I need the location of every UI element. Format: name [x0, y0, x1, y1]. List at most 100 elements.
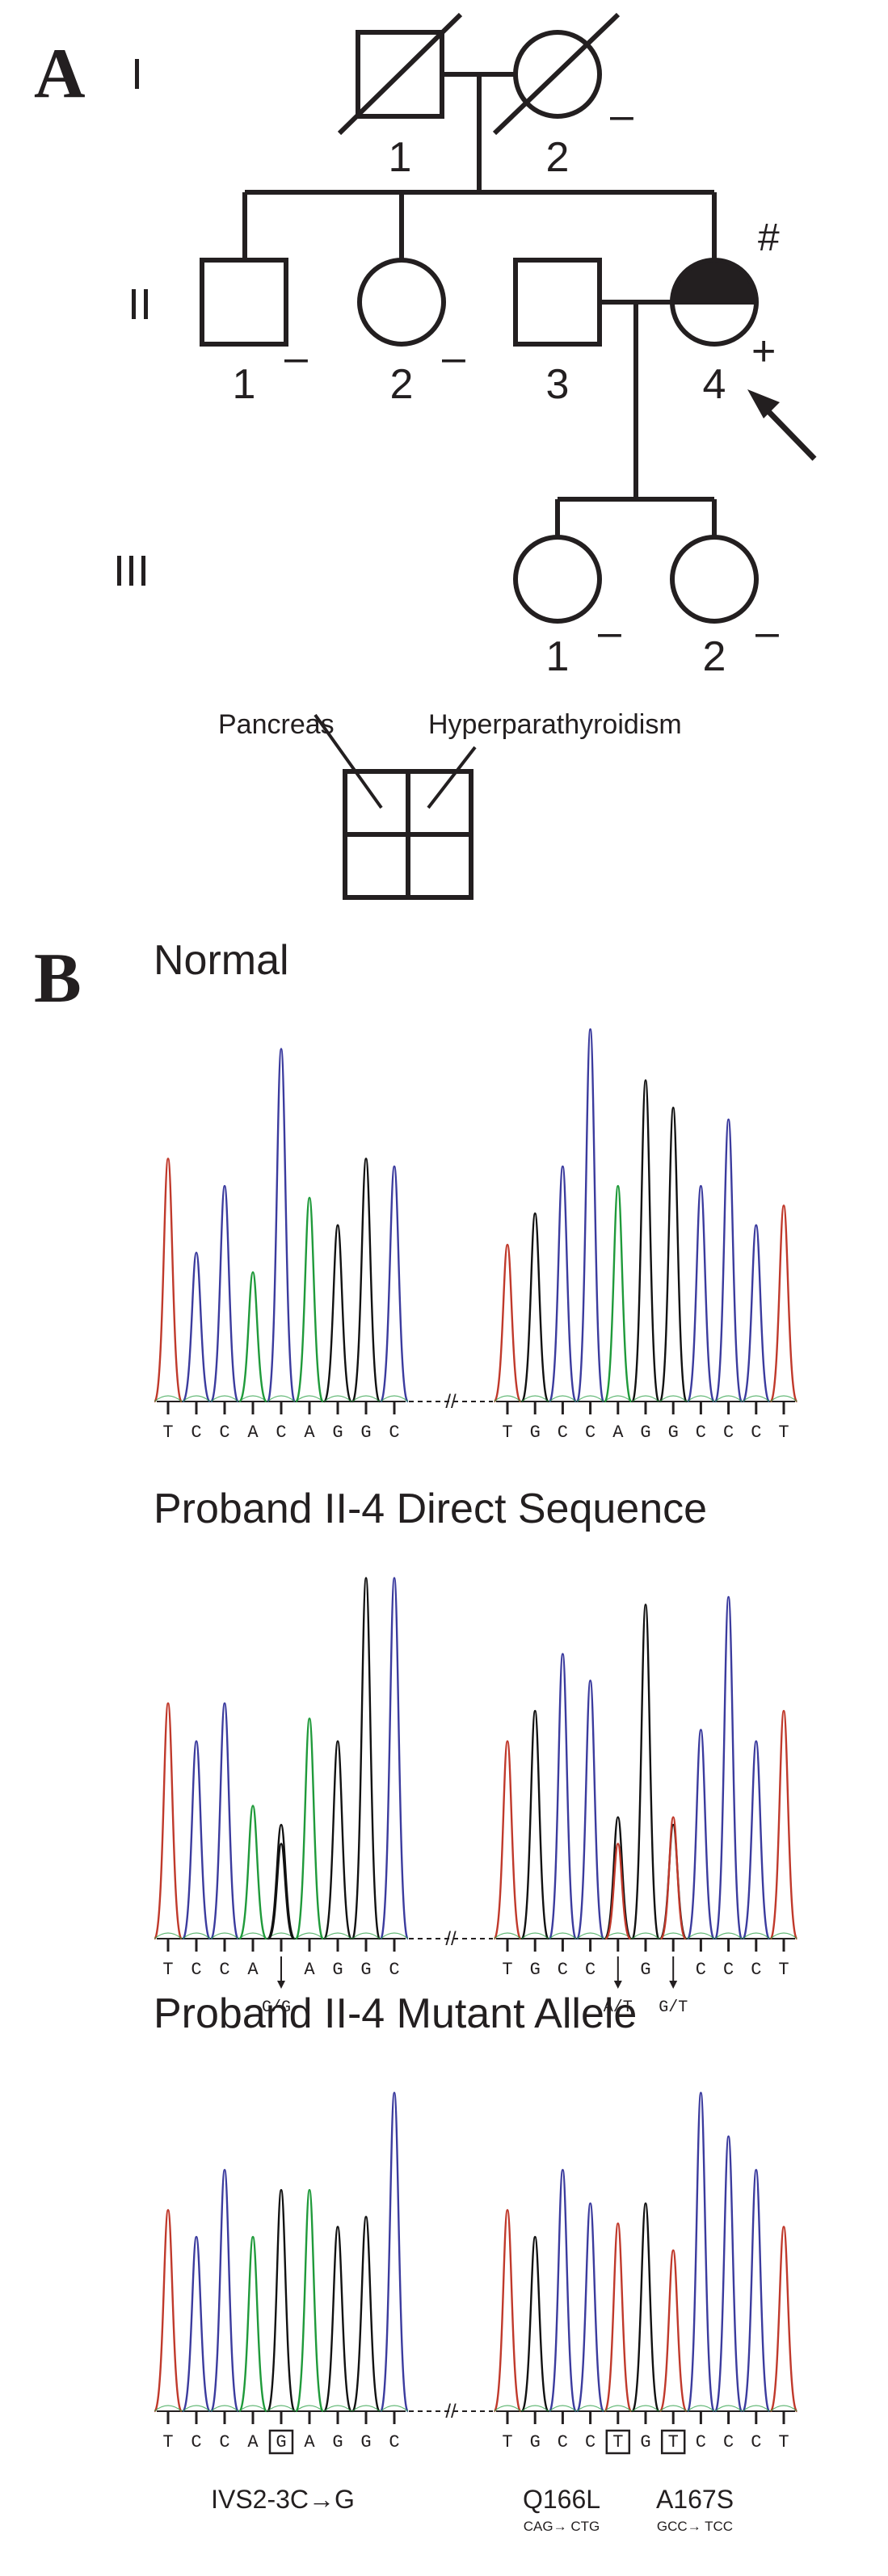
trace-peak: [742, 2168, 771, 2413]
trace-peak: [154, 1702, 183, 1940]
trace-noise: [770, 1932, 798, 1939]
panel-a-pedigree: A I II III: [34, 12, 817, 900]
mutation-box: [268, 2429, 294, 2455]
trace-peak: [686, 2091, 715, 2413]
trace-peak: [714, 1118, 743, 1403]
base-letter: T: [778, 1422, 789, 1443]
base-letter: C: [696, 1422, 706, 1443]
heterozygous-note: C/G: [262, 1998, 291, 2017]
trace-noise: [632, 2405, 659, 2412]
individual-II-3: [513, 258, 602, 347]
trace-noise: [238, 1395, 267, 1402]
id-I-2: 2: [546, 134, 570, 181]
mutation-box: [605, 2429, 631, 2455]
legend-pointer-right: [427, 746, 477, 809]
trace-peak: [323, 1740, 352, 1940]
individual-II-1: [200, 258, 288, 347]
trace-noise: [210, 2405, 239, 2412]
trace-noise: [549, 1395, 577, 1402]
trace-peak: [154, 2208, 183, 2413]
base-letter: G: [360, 1960, 371, 1980]
base-letter: G: [530, 1422, 541, 1443]
trace-peak: [548, 1653, 577, 1940]
arrow-down-icon: [277, 1981, 285, 1989]
base-letter: T: [162, 2432, 173, 2452]
base-letter: C: [219, 2432, 229, 2452]
base-letter: C: [751, 1960, 761, 1980]
base-letter: A: [304, 1422, 315, 1443]
base-letter: C: [723, 2432, 734, 2452]
trace-peak: [210, 1185, 239, 1403]
trace-noise: [604, 1395, 632, 1402]
row-title: Proband II-4 Direct Sequence: [154, 1486, 707, 1532]
base-letter: G: [332, 1422, 343, 1443]
trace-noise: [714, 1932, 743, 1939]
legend-label-pancreas: Pancreas: [218, 709, 335, 740]
base-letter: C: [558, 2432, 568, 2452]
arrow-down-icon: [669, 1981, 678, 1989]
trace-peak: [351, 2216, 381, 2413]
base-letter: C: [219, 1422, 229, 1443]
base-letter: G: [332, 2432, 343, 2452]
gap-symbol: //: [445, 2401, 457, 2423]
base-letter: C: [696, 2432, 706, 2452]
row-title: Normal: [154, 937, 289, 984]
trace-noise: [521, 1932, 549, 1939]
trace-noise: [632, 1395, 659, 1402]
base-letter: T: [162, 1960, 173, 1980]
base-letter: T: [162, 1422, 173, 1443]
id-III-2: 2: [703, 633, 726, 680]
mutation-label: Q166L: [523, 2485, 600, 2514]
base-letter: T: [502, 1960, 512, 1980]
heterozygous-peak: [604, 1843, 632, 1940]
base-letter: C: [276, 1422, 286, 1443]
trace-noise: [632, 1932, 659, 1939]
base-letter: A: [304, 1960, 315, 1980]
base-letter: G: [360, 1422, 371, 1443]
mark-I-2: –: [610, 92, 633, 139]
trace-peak: [238, 2235, 267, 2413]
base-letter: G: [332, 1960, 343, 1980]
trace-noise: [380, 2405, 409, 2412]
trace-peak: [267, 2188, 296, 2413]
trace-noise: [182, 1395, 211, 1402]
trace-noise: [351, 1395, 381, 1402]
trace-peak: [714, 1595, 743, 1940]
trace-peak: [742, 1740, 771, 1940]
trace-noise: [380, 1395, 409, 1402]
trace-peak: [659, 1823, 688, 1940]
mark-II-2: –: [442, 334, 465, 381]
trace-peak: [238, 1271, 267, 1403]
trace-peak: [295, 2188, 324, 2413]
mark-II-4: +: [751, 328, 776, 375]
base-letter: C: [585, 1960, 596, 1980]
base-letter: A: [247, 1422, 259, 1443]
base-letter: T: [612, 2432, 623, 2452]
trace-noise: [770, 1395, 798, 1402]
mutation-box: [660, 2429, 686, 2455]
trace-peak: [742, 1224, 771, 1403]
base-letter: C: [723, 1422, 734, 1443]
trace-noise: [267, 2405, 296, 2412]
trace-peak: [548, 1165, 577, 1403]
trace-noise: [323, 2405, 352, 2412]
trace-peak: [769, 1709, 798, 1940]
trace-noise: [687, 2405, 715, 2412]
mark-II-1: –: [284, 334, 308, 381]
base-letter: C: [219, 1960, 229, 1980]
mutation-codon: CAG→ CTG: [524, 2519, 600, 2534]
gap-symbol: //: [445, 1928, 457, 1950]
trace-noise: [494, 2405, 521, 2412]
trace-peak: [210, 2168, 239, 2413]
base-letter: C: [751, 1422, 761, 1443]
trace-noise: [295, 2405, 324, 2412]
base-letter: C: [389, 2432, 399, 2452]
trace-noise: [267, 1395, 296, 1402]
trace-peak: [576, 2202, 605, 2413]
